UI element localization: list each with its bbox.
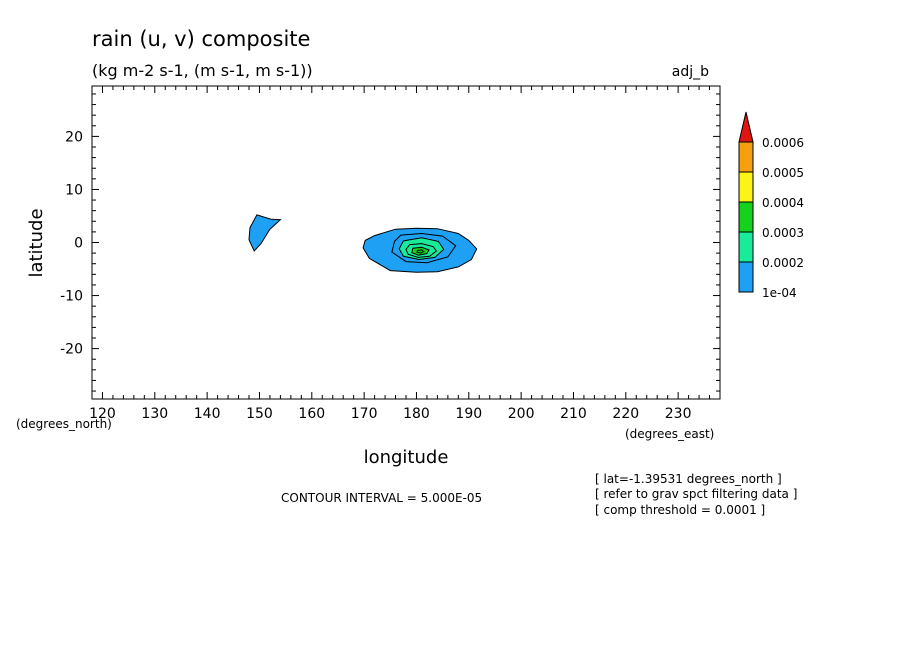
y-unit-label: (degrees_north): [16, 417, 112, 431]
x-tick-label: 150: [246, 406, 273, 422]
plot-frame: [91, 85, 721, 400]
y-axis-title: latitude: [26, 208, 47, 277]
x-unit-label: (degrees_east): [625, 427, 714, 441]
x-tick-label: 120: [89, 406, 116, 422]
colorbar: 0.0006 0.0005 0.0004 0.0003 0.0002 1e-04: [738, 111, 804, 300]
x-axis-title: longitude: [364, 447, 449, 468]
colorbar-segment: [738, 171, 754, 203]
x-tick-label: 230: [665, 406, 692, 422]
colorbar-segment: [738, 231, 754, 263]
colorbar-segment: [738, 261, 754, 293]
y-tick-label: 20: [65, 129, 83, 145]
colorbar-arrow: [738, 111, 754, 143]
x-tick-label: 170: [351, 406, 378, 422]
y-tick-label: -10: [60, 289, 83, 305]
x-tick-label: 220: [612, 406, 639, 422]
colorbar-label: 0.0003: [762, 226, 804, 240]
x-tick-label: 210: [560, 406, 587, 422]
y-tick-label: 10: [65, 182, 83, 198]
colorbar-label: 1e-04: [762, 286, 797, 300]
note-lat: [ lat=-1.39531 degrees_north ]: [595, 472, 782, 486]
y-tick-label: -20: [60, 342, 83, 358]
x-tick-label: 140: [194, 406, 221, 422]
x-tick-label: 190: [455, 406, 482, 422]
colorbar-label: 0.0002: [762, 256, 804, 270]
contour-interval: CONTOUR INTERVAL = 5.000E-05: [281, 491, 482, 505]
colorbar-label: 0.0005: [762, 166, 804, 180]
note-threshold: [ comp threshold = 0.0001 ]: [595, 503, 765, 517]
x-tick-label: 160: [298, 406, 325, 422]
y-tick-label: 0: [74, 236, 83, 252]
x-tick-label: 130: [141, 406, 168, 422]
colorbar-label: 0.0006: [762, 136, 804, 150]
contour-regions: [248, 214, 478, 273]
colorbar-segment: [738, 201, 754, 233]
colorbar-segment: [738, 141, 754, 173]
colorbar-label: 0.0004: [762, 196, 804, 210]
x-tick-label: 200: [508, 406, 535, 422]
note-filter: [ refer to grav spct filtering data ]: [595, 487, 797, 501]
chart-title: rain (u, v) composite: [92, 27, 310, 51]
contour-region-1: [248, 214, 282, 252]
dataset-tag: adj_b: [672, 64, 709, 80]
x-tick-label: 180: [403, 406, 430, 422]
y-tick-labels: 20 10 0 -10 -20: [60, 129, 83, 357]
chart-subtitle: (kg m-2 s-1, (m s-1, m s-1)): [92, 61, 313, 80]
contour-region-7: [416, 249, 425, 254]
x-tick-labels: 120 130 140 150 160 170 180 190 200 210 220 230: [89, 406, 691, 422]
